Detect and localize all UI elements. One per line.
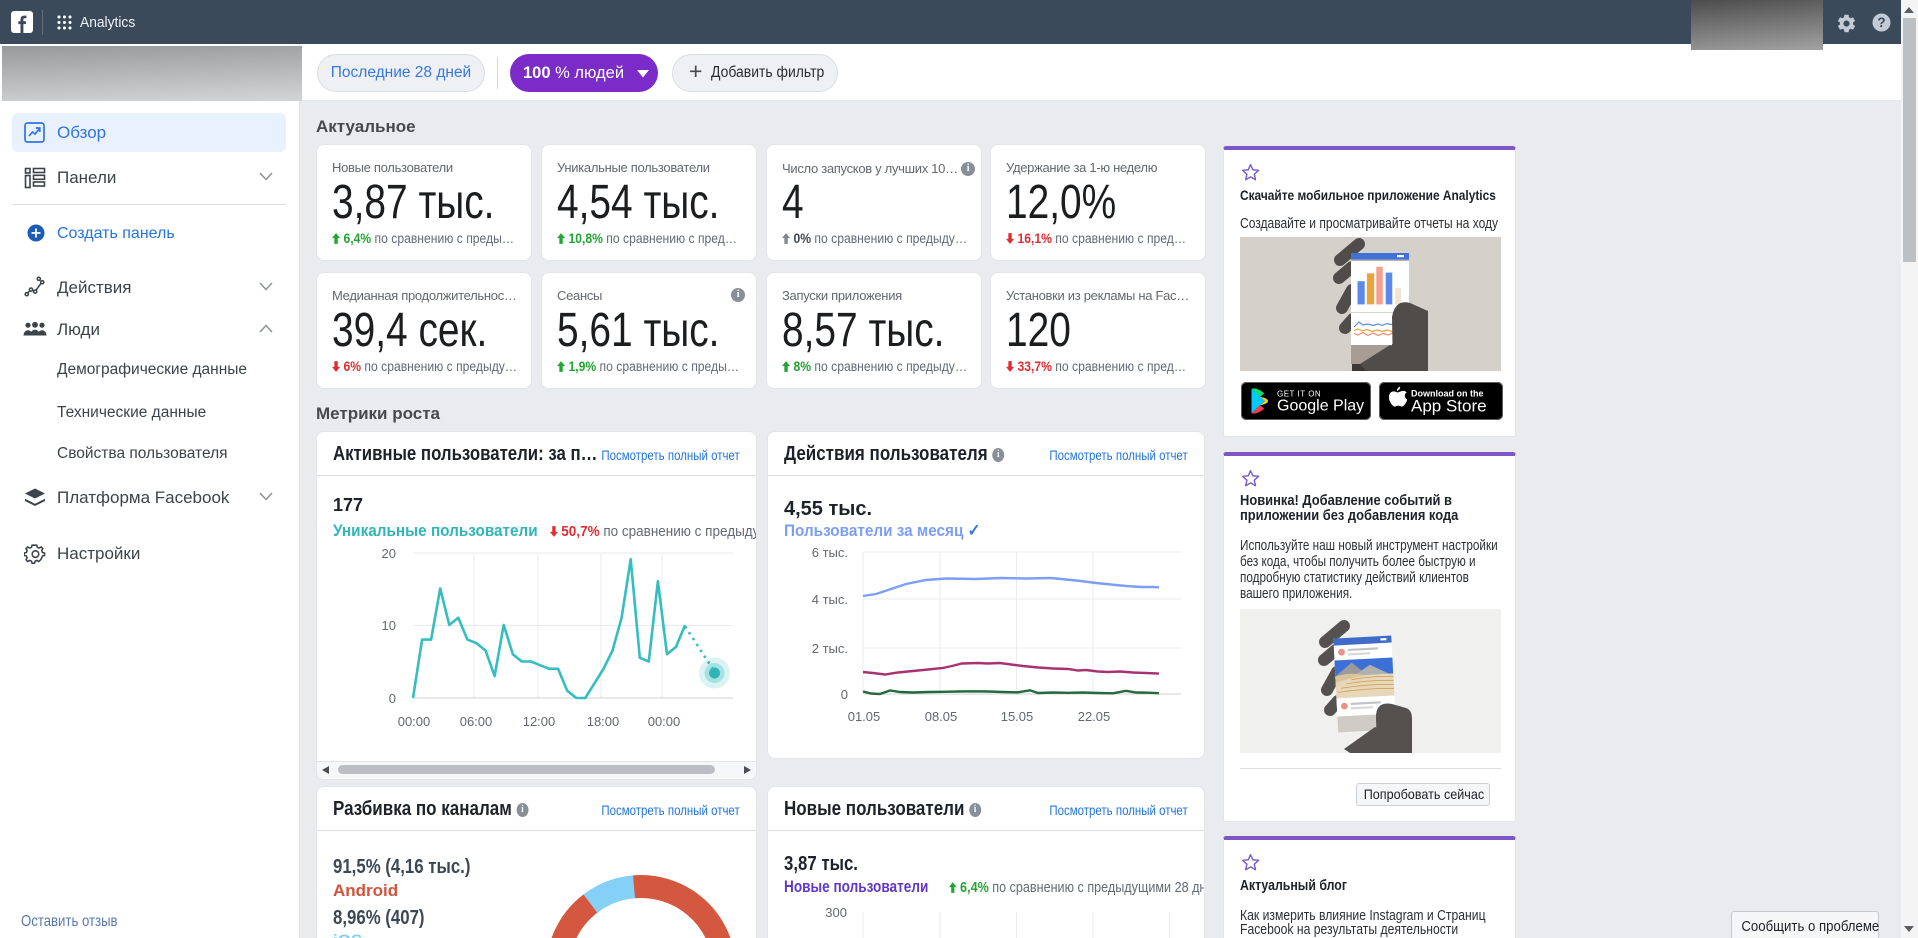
svg-text:15.05: 15.05 [1001,709,1034,724]
svg-text:12:00: 12:00 [523,714,556,729]
svg-text:?: ? [1877,15,1885,30]
svg-text:08.05: 08.05 [925,709,958,724]
svg-text:4 тыс.: 4 тыс. [812,592,848,607]
svg-text:06:00: 06:00 [460,714,493,729]
svg-text:10: 10 [382,618,396,633]
svg-text:2 тыс.: 2 тыс. [812,641,848,656]
svg-text:App Store: App Store [1411,397,1487,416]
svg-text:0: 0 [389,691,396,706]
svg-text:01.05: 01.05 [848,709,881,724]
svg-text:00:00: 00:00 [648,714,681,729]
svg-text:0: 0 [841,687,848,702]
svg-text:Download on the: Download on the [1411,389,1484,399]
svg-text:00:00: 00:00 [398,714,431,729]
svg-text:Google Play: Google Play [1277,398,1364,415]
svg-text:GET IT ON: GET IT ON [1277,390,1321,399]
svg-text:18:00: 18:00 [587,714,620,729]
svg-text:300: 300 [825,905,847,920]
svg-text:20: 20 [382,546,396,561]
svg-text:6 тыс.: 6 тыс. [812,545,848,560]
svg-text:22.05: 22.05 [1078,709,1111,724]
